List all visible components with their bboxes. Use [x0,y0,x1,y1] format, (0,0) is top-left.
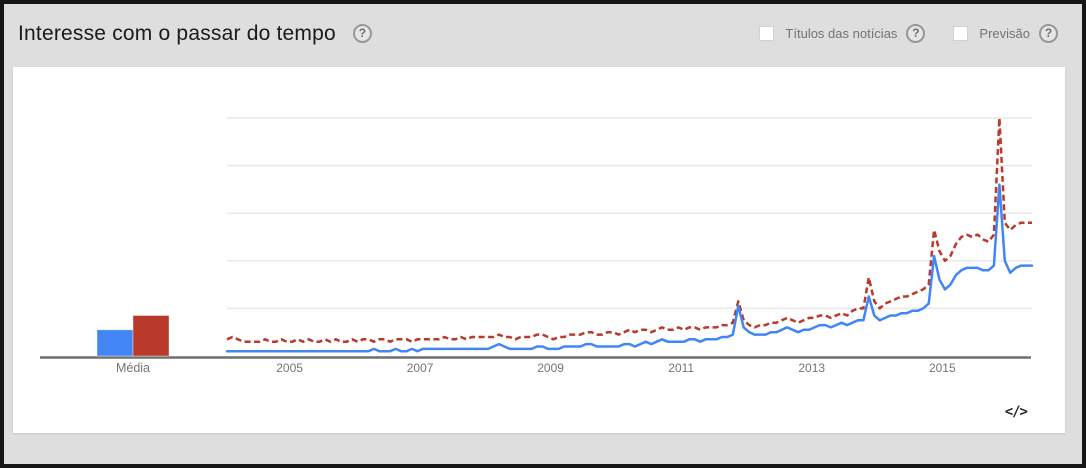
average-bar-term-1-blue[interactable] [96,329,134,357]
x-axis-label: 2005 [276,361,303,375]
x-axis-label: 2013 [798,361,825,375]
x-axis-label: 2007 [407,361,434,375]
page-title: Interesse com o passar do tempo [18,21,336,45]
average-bar-term-2-red[interactable] [132,315,170,357]
news-headlines-checkbox[interactable] [759,26,775,41]
news-headlines-help-icon[interactable]: ? [906,24,926,43]
forecast-label: Previsão [979,26,1030,41]
x-axis-label: 2015 [929,361,956,375]
news-headlines-label: Títulos das notícias [785,26,898,41]
forecast-help-icon[interactable]: ? [1039,24,1058,43]
forecast-toggle[interactable]: Previsão ? [953,24,1058,43]
x-axis-label: 2011 [668,361,694,375]
header: Interesse com o passar do tempo ? Título… [4,4,1082,63]
chart-canvas: Média 2005 2007 2009 2011 2013 2015 [40,116,1034,375]
embed-button[interactable]: </> [1004,404,1028,420]
forecast-checkbox[interactable] [953,26,969,41]
term-1-blue-line[interactable] [225,183,1034,353]
news-headlines-toggle[interactable]: Títulos das notícias ? [759,24,926,43]
x-axis-label: 2009 [537,361,564,375]
title-help-icon[interactable]: ? [352,24,372,43]
term-2-red-line[interactable] [226,116,1032,343]
average-bar-label: Média [116,361,150,375]
chart-card: Média 2005 2007 2009 2011 2013 2015 </> [13,67,1065,433]
